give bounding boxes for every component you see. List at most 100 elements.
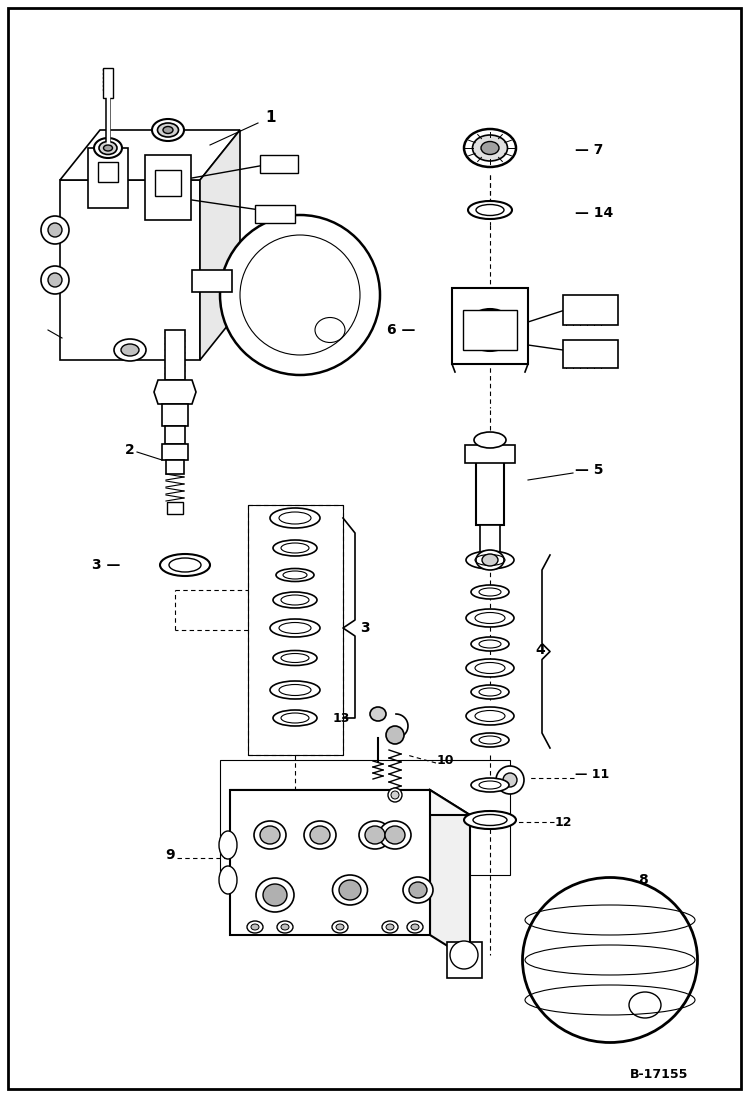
Ellipse shape [160,554,210,576]
Bar [255,205,295,223]
Ellipse shape [219,866,237,894]
Ellipse shape [523,878,697,1042]
Ellipse shape [121,344,139,357]
Ellipse shape [99,142,117,155]
Text: 6 —: 6 — [386,323,415,337]
Ellipse shape [273,651,317,666]
Text: 10: 10 [437,754,455,767]
Ellipse shape [333,875,368,905]
Bar [260,155,298,173]
Bar [463,310,517,350]
Ellipse shape [466,551,514,569]
Polygon shape [230,790,470,815]
Ellipse shape [152,118,184,142]
Ellipse shape [48,223,62,237]
Ellipse shape [254,821,286,849]
Bar [165,330,185,380]
Text: 3 —: 3 — [91,558,120,572]
Polygon shape [60,131,240,180]
Text: — 7: — 7 [575,143,604,157]
Ellipse shape [157,123,178,137]
Text: — 14: — 14 [575,206,613,220]
Ellipse shape [503,773,517,787]
Ellipse shape [496,766,524,794]
Bar [230,790,430,935]
Bar [248,505,343,755]
Polygon shape [200,131,240,360]
Text: — 5: — 5 [575,463,604,477]
Ellipse shape [466,609,514,627]
Bar [145,155,191,220]
Ellipse shape [481,142,499,155]
Bar [162,404,188,426]
Text: B-17155: B-17155 [630,1068,688,1082]
Bar [476,455,504,525]
Ellipse shape [476,550,504,570]
Ellipse shape [482,554,498,566]
Ellipse shape [466,706,514,725]
Ellipse shape [466,659,514,677]
Ellipse shape [256,878,294,912]
Text: 9: 9 [166,848,175,862]
Ellipse shape [473,316,507,344]
Ellipse shape [114,339,146,361]
Ellipse shape [471,685,509,699]
Text: 3: 3 [360,621,369,635]
Bar [165,426,185,444]
Ellipse shape [471,733,509,747]
Bar [465,445,515,463]
Text: 1: 1 [265,111,276,125]
Ellipse shape [370,706,386,721]
Bar [220,760,510,875]
Text: 4: 4 [536,643,545,657]
Ellipse shape [220,215,380,375]
Ellipse shape [471,585,509,599]
Bar [447,942,482,979]
Ellipse shape [260,826,280,844]
Bar [88,148,128,208]
Ellipse shape [407,921,423,934]
Ellipse shape [464,811,516,829]
Ellipse shape [273,592,317,608]
Polygon shape [60,180,200,360]
Ellipse shape [94,138,122,158]
Bar [166,460,184,474]
Ellipse shape [332,921,348,934]
Ellipse shape [473,135,508,161]
Ellipse shape [471,637,509,651]
Text: 13: 13 [333,712,350,724]
Bar [167,502,183,514]
Ellipse shape [474,432,506,448]
Bar [452,289,528,364]
Ellipse shape [386,726,404,744]
Bar [563,295,618,325]
Bar [192,270,232,292]
Ellipse shape [339,880,361,900]
Ellipse shape [103,145,112,151]
Ellipse shape [251,924,259,930]
Ellipse shape [276,568,314,581]
Ellipse shape [270,508,320,528]
Ellipse shape [336,924,344,930]
Ellipse shape [41,216,69,244]
Bar [563,340,618,367]
Ellipse shape [365,826,385,844]
Ellipse shape [263,884,287,906]
Text: 2: 2 [125,443,135,457]
Ellipse shape [270,619,320,637]
Bar [98,162,118,182]
Ellipse shape [48,273,62,287]
Ellipse shape [247,921,263,934]
Ellipse shape [382,921,398,934]
Bar [162,444,188,460]
Text: — 11: — 11 [575,769,609,781]
Bar [155,170,181,196]
Ellipse shape [359,821,391,849]
Ellipse shape [386,924,394,930]
Ellipse shape [304,821,336,849]
Ellipse shape [270,681,320,699]
Text: 12: 12 [555,815,572,828]
Ellipse shape [310,826,330,844]
Ellipse shape [450,941,478,969]
Ellipse shape [391,791,399,799]
